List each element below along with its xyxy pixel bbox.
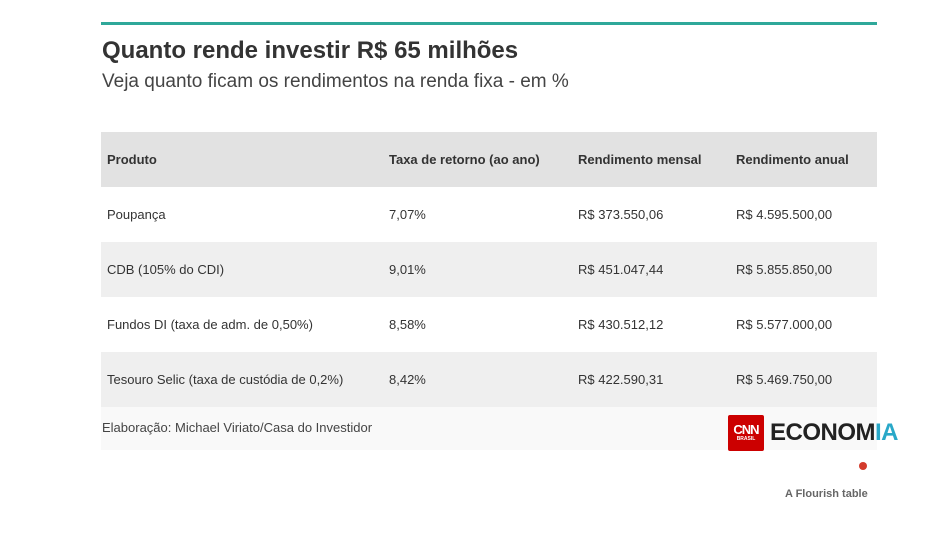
table-header-row: Produto Taxa de retorno (ao ano) Rendime…	[101, 132, 877, 187]
table-row: Tesouro Selic (taxa de custódia de 0,2%)…	[101, 352, 877, 407]
table-cell: 8,42%	[389, 372, 426, 387]
table-cell: Tesouro Selic (taxa de custódia de 0,2%)	[107, 372, 344, 387]
column-header-mensal[interactable]: Rendimento mensal	[578, 152, 702, 167]
cnn-logo-subtext: BRASIL	[736, 435, 756, 442]
table-cell: R$ 373.550,06	[578, 207, 664, 222]
table-cell: R$ 5.855.850,00	[736, 262, 833, 277]
table-card: Quanto rende investir R$ 65 milhões Veja…	[101, 22, 899, 451]
table-cell: R$ 5.577.000,00	[736, 317, 833, 332]
source-credit: Elaboração: Michael Viriato/Casa do Inve…	[102, 420, 373, 435]
table-title: Quanto rende investir R$ 65 milhões	[102, 37, 519, 64]
economia-wordmark: ECONOMIA	[770, 418, 899, 447]
column-header-produto[interactable]: Produto	[107, 152, 157, 167]
table-row: CDB (105% do CDI) 9,01% R$ 451.047,44 R$…	[101, 242, 877, 297]
data-table: Produto Taxa de retorno (ao ano) Rendime…	[101, 132, 877, 407]
table-row: Fundos DI (taxa de adm. de 0,50%) 8,58% …	[101, 297, 877, 352]
table-cell: 7,07%	[389, 207, 426, 222]
table-cell: R$ 430.512,12	[578, 317, 664, 332]
cnn-logo-text: CNN	[733, 421, 759, 437]
table-subtitle: Veja quanto ficam os rendimentos na rend…	[102, 71, 569, 92]
flourish-logo-icon[interactable]	[859, 462, 867, 470]
table-cell: CDB (105% do CDI)	[107, 262, 225, 277]
cnn-logo-icon: CNN BRASIL	[728, 414, 764, 451]
table-cell: 9,01%	[389, 262, 426, 277]
accent-line	[101, 22, 877, 25]
cnn-economia-logo: CNN BRASIL ECONOMIA	[728, 414, 899, 451]
column-header-taxa[interactable]: Taxa de retorno (ao ano)	[389, 152, 540, 167]
economia-wordmark-accent: IA	[875, 418, 899, 446]
column-header-anual[interactable]: Rendimento anual	[736, 152, 849, 167]
flourish-credit-link[interactable]: A Flourish table	[785, 488, 868, 500]
table-cell: R$ 451.047,44	[578, 262, 664, 277]
economia-wordmark-main: ECONOM	[770, 418, 876, 446]
table-cell: R$ 5.469.750,00	[736, 372, 833, 387]
table-header-block: Quanto rende investir R$ 65 milhões Veja…	[101, 25, 877, 132]
table-cell: R$ 422.590,31	[578, 372, 664, 387]
table-footer: Elaboração: Michael Viriato/Casa do Inve…	[101, 407, 899, 451]
table-cell: Fundos DI (taxa de adm. de 0,50%)	[107, 317, 313, 332]
table-cell: 8,58%	[389, 317, 426, 332]
table-row: Poupança 7,07% R$ 373.550,06 R$ 4.595.50…	[101, 187, 877, 242]
table-cell: Poupança	[107, 207, 166, 222]
table-cell: R$ 4.595.500,00	[736, 207, 833, 222]
